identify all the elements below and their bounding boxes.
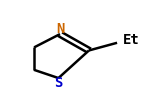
Text: S: S bbox=[54, 76, 63, 90]
Text: Et: Et bbox=[123, 33, 140, 47]
Text: N: N bbox=[56, 22, 64, 36]
